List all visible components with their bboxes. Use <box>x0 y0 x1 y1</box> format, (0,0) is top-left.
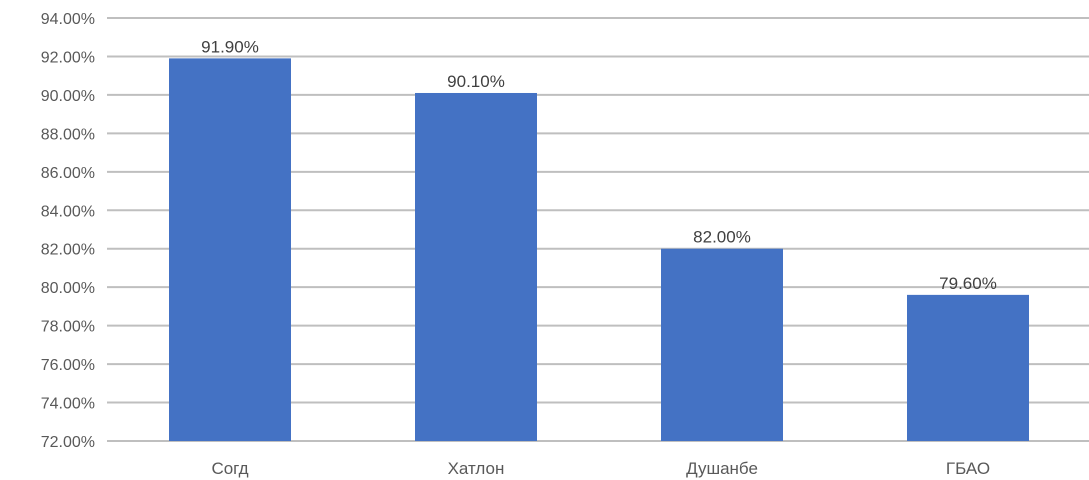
y-tick-label: 86.00% <box>41 165 95 182</box>
bars <box>169 58 1029 442</box>
bar <box>661 248 783 441</box>
x-axis-category-labels: Согд Хатлон Душанбе ГБАО <box>211 459 990 478</box>
y-tick-label: 72.00% <box>41 434 95 451</box>
y-tick-label: 82.00% <box>41 242 95 259</box>
y-tick-label: 80.00% <box>41 280 95 297</box>
data-label: 91.90% <box>201 37 259 56</box>
x-category-label: Согд <box>211 459 248 478</box>
y-tick-label: 94.00% <box>41 11 95 28</box>
x-category-label: ГБАО <box>946 459 990 478</box>
data-label: 82.00% <box>693 228 751 247</box>
x-category-label: Душанбе <box>686 459 758 478</box>
data-labels: 91.90% 90.10% 82.00% 79.60% <box>201 37 997 292</box>
y-tick-label: 76.00% <box>41 357 95 374</box>
bar <box>907 294 1029 441</box>
data-label: 90.10% <box>447 72 505 91</box>
y-tick-label: 84.00% <box>41 203 95 220</box>
bar <box>169 58 291 442</box>
y-tick-label: 90.00% <box>41 88 95 105</box>
y-tick-label: 88.00% <box>41 126 95 143</box>
data-label: 79.60% <box>939 274 997 293</box>
y-tick-label: 74.00% <box>41 396 95 413</box>
y-tick-label: 78.00% <box>41 319 95 336</box>
y-axis-tick-labels: 72.00% 74.00% 76.00% 78.00% 80.00% 82.00% 84.0… <box>41 11 95 451</box>
y-tick-label: 92.00% <box>41 49 95 66</box>
bar <box>415 92 537 442</box>
x-category-label: Хатлон <box>448 459 505 478</box>
